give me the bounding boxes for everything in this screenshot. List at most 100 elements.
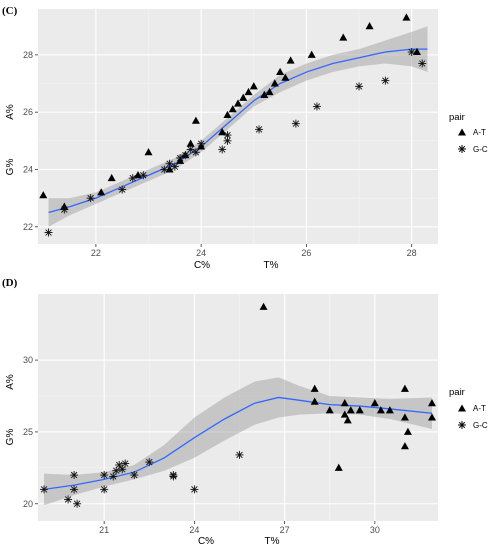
data-point-g-c [40, 485, 49, 494]
data-point-g-c [407, 47, 416, 56]
data-point-g-c [100, 485, 109, 494]
data-point-a-t [260, 90, 269, 98]
data-point-g-c [115, 460, 124, 469]
x-tick-labels: 21 24 27 30 [99, 521, 380, 535]
data-point-g-c [145, 458, 154, 467]
data-point-g-c [160, 165, 169, 174]
data-point-g-c [223, 131, 232, 140]
data-point-g-c [112, 466, 121, 475]
legend-title: pair [449, 387, 465, 398]
data-point-a-t [310, 397, 319, 405]
data-point-g-c [191, 148, 200, 157]
data-point-a-t [307, 50, 316, 58]
data-point-a-t [340, 398, 349, 407]
data-point-a-t [427, 398, 436, 407]
data-point-a-t [218, 128, 227, 136]
x-axis-label-c: C% [194, 260, 210, 271]
x-tick-label: 28 [407, 248, 417, 258]
data-point-g-c [118, 465, 127, 474]
data-point-g-c [70, 485, 79, 494]
panel-label: (D) [2, 277, 18, 289]
x-tick-label: 22 [91, 248, 101, 258]
confidence-band [43, 377, 433, 506]
panel-c: (C) 22 24 26 28 22 24 26 28 C% T% A% G% pair A… [2, 5, 488, 271]
data-point-a-t [346, 406, 355, 414]
y-tick-label: 20 [23, 499, 33, 509]
y-tick-label: 26 [23, 107, 33, 117]
grid-lines [38, 294, 438, 521]
data-point-g-c [128, 174, 137, 183]
data-points [39, 13, 427, 237]
legend-title: pair [449, 112, 465, 123]
data-point-g-c [109, 472, 118, 481]
x-tick-label: 21 [99, 525, 109, 535]
legend-marker-star [458, 421, 466, 429]
data-point-a-t [403, 427, 412, 435]
data-point-g-c [70, 471, 79, 480]
data-point-a-t [244, 87, 253, 96]
data-point-g-c [130, 471, 139, 480]
data-point-g-c [170, 162, 179, 171]
data-point-a-t [343, 416, 352, 424]
legend-marker-star [458, 145, 466, 153]
data-point-a-t [186, 139, 195, 147]
x-tick-labels: 22 24 26 28 [91, 244, 417, 258]
data-point-g-c [312, 102, 321, 111]
y-axis-label-g: G% [5, 429, 16, 446]
data-point-g-c [176, 154, 185, 163]
data-point-g-c [381, 76, 390, 85]
legend-marker-triangle [458, 404, 466, 412]
data-point-a-t [239, 93, 248, 101]
data-point-g-c [197, 139, 206, 148]
data-point-g-c [255, 125, 264, 134]
data-point-g-c [418, 59, 427, 68]
smooth-trend-line [43, 396, 433, 491]
data-point-a-t [276, 67, 285, 76]
data-point-a-t [228, 105, 237, 113]
legend: pair A-T G-C [449, 112, 488, 154]
data-point-a-t [427, 413, 436, 421]
plot-background [38, 9, 438, 244]
x-tick-label: 26 [301, 248, 311, 258]
data-point-a-t [223, 110, 232, 119]
y-axis-label-g: G% [5, 159, 16, 176]
data-point-a-t [355, 406, 364, 414]
y-axis-label-a: A% [5, 104, 16, 120]
data-point-a-t [107, 173, 116, 182]
data-point-a-t [365, 21, 374, 30]
panel-d: (D) 21 24 27 30 20 25 30 C% T% A% G% pair A-T… [2, 277, 488, 547]
data-point-g-c [139, 171, 148, 180]
data-point-a-t [39, 191, 48, 199]
data-point-g-c [355, 82, 364, 91]
data-point-g-c [291, 119, 300, 128]
data-point-a-t [400, 413, 409, 421]
data-point-g-c [60, 205, 69, 214]
legend-label-a-t: A-T [473, 128, 486, 137]
data-point-a-t [402, 13, 411, 21]
data-point-a-t [412, 47, 421, 55]
data-point-g-c [181, 151, 190, 160]
x-axis-label-t: T% [264, 260, 279, 271]
data-point-g-c [73, 499, 82, 508]
data-point-g-c [118, 185, 127, 194]
data-point-a-t [376, 406, 385, 414]
data-point-g-c [100, 471, 109, 480]
data-point-a-t [286, 56, 295, 64]
data-point-a-t [259, 302, 268, 310]
data-point-g-c [44, 228, 53, 237]
data-point-a-t [265, 87, 274, 96]
data-point-g-c [218, 145, 227, 154]
x-tick-label: 27 [280, 525, 290, 535]
data-point-a-t [191, 116, 200, 124]
data-points [40, 302, 436, 508]
legend: pair A-T G-C [449, 387, 488, 430]
legend-label-g-c: G-C [473, 145, 488, 154]
data-point-a-t [370, 398, 379, 407]
legend-label-a-t: A-T [473, 404, 486, 413]
data-point-a-t [325, 406, 334, 414]
data-point-a-t [270, 79, 279, 87]
legend-marker-triangle [458, 128, 466, 136]
grid-lines [38, 9, 438, 244]
data-point-a-t [165, 165, 174, 173]
